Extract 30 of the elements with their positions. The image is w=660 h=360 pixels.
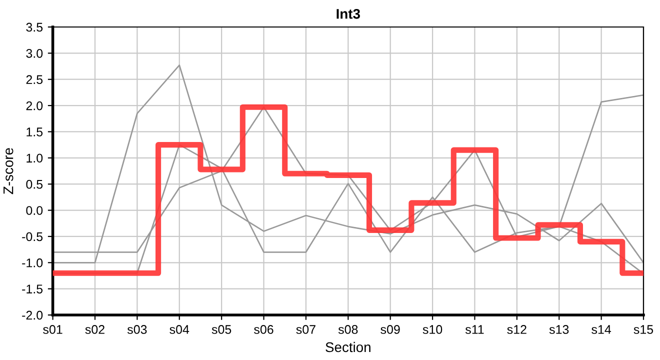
x-tick-label: s04 — [170, 325, 190, 334]
x-tick-label: s14 — [592, 325, 612, 334]
x-tick-label: s09 — [380, 325, 400, 334]
y-tick-label: 2.0 — [26, 101, 43, 110]
chart-title: Int3 — [336, 8, 360, 19]
y-tick-label: 0.0 — [26, 206, 43, 215]
y-tick-label: 1.5 — [26, 128, 43, 136]
y-axis-title: Z-score — [4, 148, 14, 194]
x-axis-title: Section — [326, 342, 370, 352]
x-tick-label: s05 — [212, 325, 232, 334]
x-tick-label: s08 — [338, 325, 358, 334]
x-tick-label: s10 — [422, 325, 442, 334]
y-tick-label: -2.0 — [22, 310, 43, 320]
x-tick-label: s06 — [254, 325, 274, 334]
y-tick-label: 2.5 — [26, 75, 43, 84]
x-tick-label: s02 — [85, 325, 104, 334]
y-tick-label: -1.5 — [22, 284, 43, 294]
x-tick-label: s11 — [465, 325, 484, 334]
y-tick-label: 0.5 — [26, 180, 43, 189]
y-tick-label: -0.5 — [22, 232, 43, 242]
x-tick-label: s01 — [43, 325, 62, 334]
x-tick-label: s15 — [634, 325, 654, 334]
y-tick-label: 3.0 — [26, 48, 43, 58]
x-tick-label: s13 — [549, 325, 569, 334]
y-tick-label: 1.0 — [26, 154, 43, 163]
y-tick-label: 3.5 — [26, 22, 43, 32]
x-tick-label: s12 — [507, 325, 526, 334]
x-tick-label: s03 — [127, 325, 147, 334]
y-tick-label: -1.0 — [22, 258, 43, 268]
x-tick-label: s07 — [296, 325, 316, 334]
